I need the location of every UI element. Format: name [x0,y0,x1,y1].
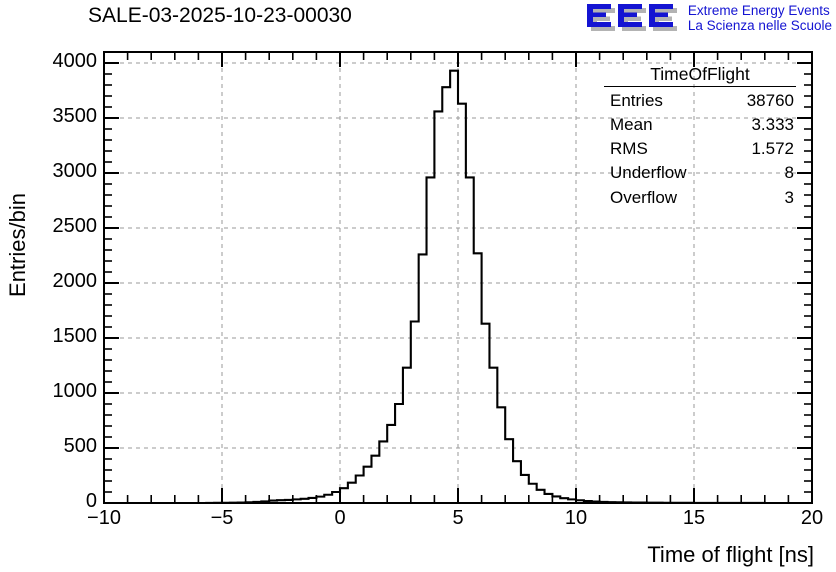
eee-logo-line1: Extreme Energy Events [687,3,830,18]
y-tick-label: 3500 [52,105,98,127]
stats-key: RMS [610,139,648,159]
x-tick-label: −10 [87,507,121,529]
y-tick-label: 2500 [52,215,98,237]
stats-key: Overflow [610,187,678,207]
x-tick-label: 20 [800,507,824,529]
stats-rows: Entries 38760 Mean 3.333 RMS 1.572 Underflow 8 O… [604,89,796,210]
stats-row: Entries 38760 [604,89,796,113]
x-tick-label: −5 [210,507,234,529]
stats-row: Underflow 8 [604,161,796,185]
stats-title: TimeOfFlight [604,64,796,87]
eee-logo: Extreme Energy Events La Scienza nelle S… [585,2,832,36]
y-tick-label: 1500 [52,325,98,347]
stats-value: 3.333 [751,115,794,135]
x-tick-label: 5 [452,507,464,529]
eee-logo-line2: La Scienza nelle Scuole [687,18,832,34]
stats-key: Underflow [610,163,687,183]
stats-key: Mean [610,115,653,135]
stats-row: RMS 1.572 [604,137,796,161]
stats-value: 3 [784,187,794,207]
stats-value: 8 [784,163,794,183]
gridlines [104,52,812,503]
stats-box: TimeOfFlight Entries 38760 Mean 3.333 RMS 1.5… [604,64,796,210]
y-tick-label: 2000 [52,270,98,292]
x-tick-label: 10 [564,507,588,529]
y-tick-label: 1000 [52,380,98,402]
x-tick-label: 0 [334,507,346,529]
stats-row: Mean 3.333 [604,113,796,137]
x-tick-label: 15 [682,507,706,529]
page-title: SALE-03-2025-10-23-00030 [88,4,352,27]
y-tick-label: 500 [63,435,97,457]
stats-value: 38760 [746,91,794,110]
eee-logo-text: Extreme Energy Events La Scienza nelle S… [688,2,832,33]
eee-logo-mark [585,2,681,36]
stats-key: Entries [610,91,663,110]
y-tick-label: 4000 [52,50,98,72]
y-tick-label: 3000 [52,160,98,182]
x-axis-title: Time of flight [ns] [647,542,814,567]
stats-value: 1.572 [751,139,794,159]
plot-frame [103,51,813,504]
stats-row: Overflow 3 [604,186,796,210]
y-tick-label: 0 [85,490,97,512]
